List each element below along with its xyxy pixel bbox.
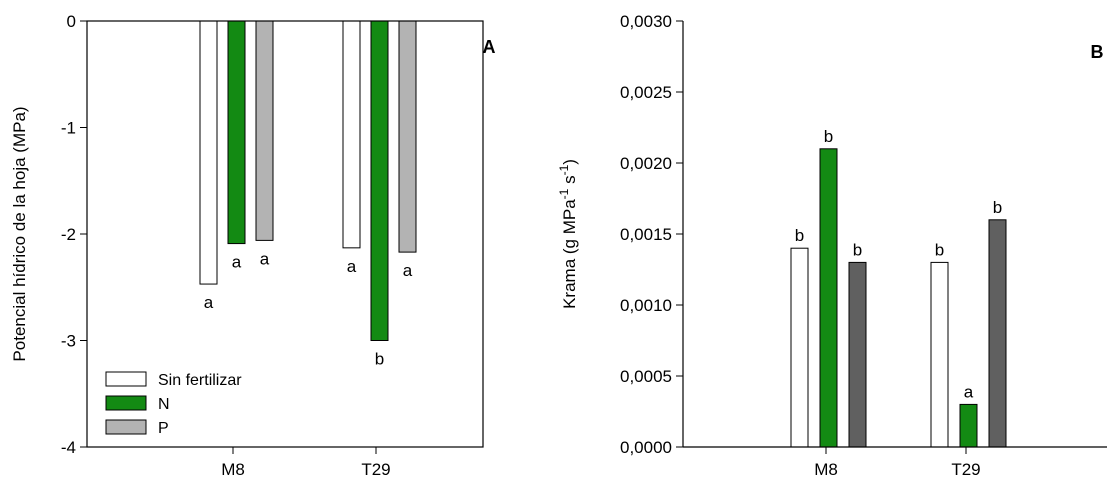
y-tick-label: 0,0020: [620, 154, 672, 173]
significance-label: b: [375, 350, 384, 369]
y-tick-label: 0,0005: [620, 367, 672, 386]
y-axis-title-part: s: [560, 175, 579, 188]
significance-label: b: [935, 240, 944, 259]
y-tick-label: 0,0010: [620, 296, 672, 315]
y-tick-label: -3: [61, 332, 76, 351]
legend-label: Sin fertilizar: [158, 372, 242, 389]
y-axis-title-superscript: -1: [557, 188, 571, 199]
y-axis-title: Krama (g MPa-1 s-1): [557, 159, 579, 309]
significance-label: a: [232, 253, 242, 272]
y-axis-title: Potencial hídrico de la hoja (MPa): [10, 106, 29, 361]
bar: [227, 20, 246, 245]
bar: [790, 247, 809, 448]
y-tick-label: 0,0025: [620, 83, 672, 102]
x-tick-label: T29: [361, 460, 390, 479]
y-tick-label: -4: [61, 438, 76, 457]
significance-label: b: [795, 226, 804, 245]
y-tick-label: 0,0015: [620, 225, 672, 244]
significance-label: a: [204, 293, 214, 312]
y-axis-title-part: Krama (g MPa: [560, 199, 579, 309]
legend-swatch: [105, 371, 147, 387]
significance-label: a: [403, 261, 413, 280]
bar: [398, 20, 417, 253]
bar: [930, 261, 949, 448]
y-tick-label: 0,0000: [620, 438, 672, 457]
y-tick-label: -2: [61, 225, 76, 244]
x-tick-label: T29: [951, 460, 980, 479]
significance-label: b: [993, 198, 1002, 217]
panel-label: B: [1091, 42, 1104, 62]
bar: [199, 20, 218, 285]
legend-label: N: [158, 396, 170, 413]
x-tick-label: M8: [814, 460, 838, 479]
bar: [959, 403, 978, 448]
legend-label: P: [158, 420, 169, 437]
legend-swatch: [105, 395, 147, 411]
panel-b-chart: b b b a b b 0,0000 0,0005 0,0010 0,0015 0,0020 0,00…: [557, 12, 1107, 479]
y-axis-title-part: ): [560, 159, 579, 165]
y-axis-title-superscript: -1: [557, 164, 571, 175]
y-tick-label: -1: [61, 119, 76, 138]
bar: [255, 20, 274, 241]
significance-label: a: [347, 257, 357, 276]
bar: [342, 20, 361, 249]
x-tick-label: M8: [221, 460, 245, 479]
bar: [848, 261, 867, 448]
bar: [819, 148, 838, 448]
legend-swatch: [105, 419, 147, 435]
bar: [988, 219, 1007, 448]
y-tick-label: 0,0030: [620, 12, 672, 31]
panel-label: A: [483, 37, 496, 57]
significance-label: a: [260, 249, 270, 268]
bar: [370, 20, 389, 341]
y-tick-label: 0: [67, 12, 76, 31]
significance-label: b: [853, 240, 862, 259]
significance-label: a: [964, 382, 974, 401]
significance-label: b: [824, 127, 833, 146]
